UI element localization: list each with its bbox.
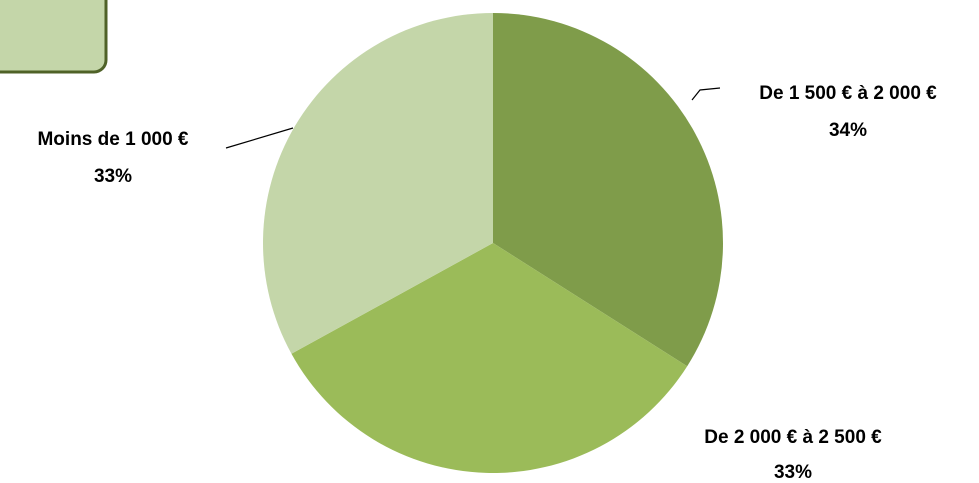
pie-slice [291,243,688,473]
slice-value-label: 33% [94,166,132,187]
slice-label: De 1 500 € à 2 000 € [759,83,937,104]
leader-line [225,127,294,149]
slice-label: De 2 000 € à 2 500 € [704,427,882,448]
slice-value-label: 33% [774,462,812,483]
decor-box [0,0,108,74]
leader-line [691,87,721,101]
pie-slice [493,13,723,367]
slice-value-label: 34% [829,120,867,141]
slice-label: Moins de 1 000 € [37,129,188,150]
pie-slice [263,13,493,354]
